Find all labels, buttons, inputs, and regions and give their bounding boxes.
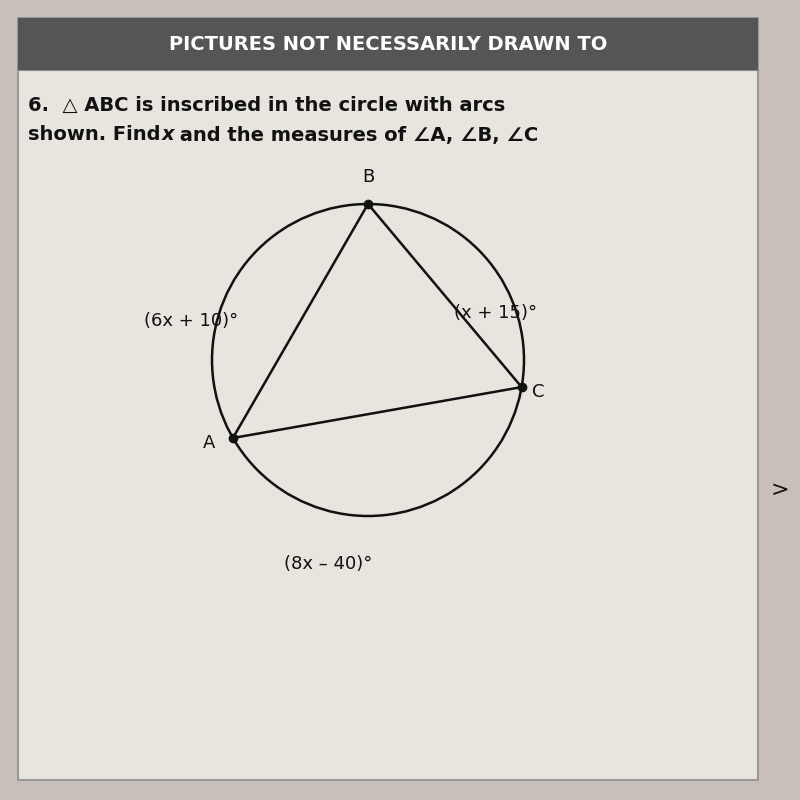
Text: A: A (202, 434, 215, 452)
Text: C: C (532, 383, 544, 401)
Text: and the measures of ∠A, ∠B, ∠C: and the measures of ∠A, ∠B, ∠C (173, 126, 538, 145)
Text: (x + 15)°: (x + 15)° (454, 304, 537, 322)
Text: (6x + 10)°: (6x + 10)° (144, 312, 238, 330)
Text: B: B (362, 168, 374, 186)
Text: 6.  △ ABC is inscribed in the circle with arcs: 6. △ ABC is inscribed in the circle with… (28, 95, 506, 114)
Text: PICTURES NOT NECESSARILY DRAWN TO: PICTURES NOT NECESSARILY DRAWN TO (169, 34, 607, 54)
Text: shown. Find: shown. Find (28, 126, 167, 145)
Bar (18, 18, 758, 70)
Text: (8x – 40)°: (8x – 40)° (284, 555, 372, 573)
Text: x: x (162, 126, 174, 145)
Text: >: > (770, 480, 790, 500)
